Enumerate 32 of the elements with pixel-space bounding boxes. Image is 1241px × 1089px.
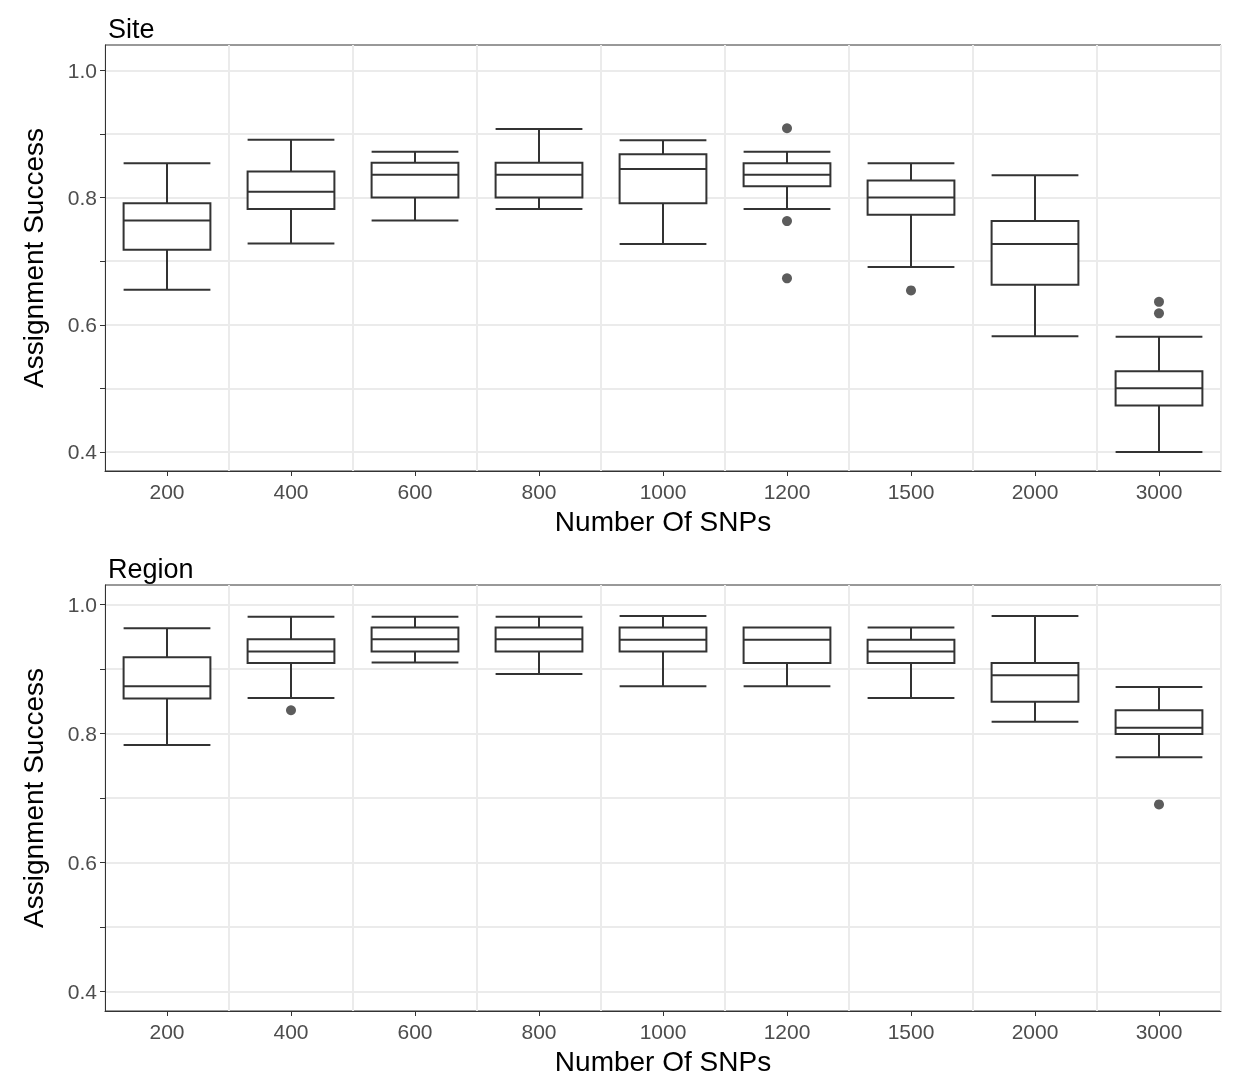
x-tick-label: 3000 [1135, 1020, 1183, 1043]
chart-title: Site [108, 13, 155, 44]
x-axis-title: Number Of SNPs [554, 1045, 772, 1077]
chart-title: Region [108, 553, 194, 584]
x-tick-label: 1000 [639, 480, 687, 503]
y-axis-title: Assignment Success [17, 128, 49, 388]
x-tick-label: 600 [397, 1020, 433, 1043]
x-tick-label: 200 [149, 1020, 185, 1043]
x-tick-label: 1200 [763, 480, 811, 503]
x-tick-label: 1000 [639, 1020, 687, 1043]
y-tick-label: 1.0 [67, 592, 97, 616]
x-axis-title: Number Of SNPs [554, 505, 772, 537]
y-tick-label: 0.4 [67, 980, 98, 1004]
x-tick-label: 1500 [887, 480, 935, 503]
x-tick-label: 200 [149, 480, 185, 503]
y-tick-label: 0.4 [67, 440, 98, 464]
x-tick-label: 2000 [1011, 1020, 1059, 1043]
y-tick-label: 0.6 [67, 851, 97, 875]
x-tick-label: 800 [521, 480, 557, 503]
x-tick-label: 400 [273, 480, 309, 503]
x-tick-label: 2000 [1011, 480, 1059, 503]
y-tick-label: 0.8 [67, 186, 97, 210]
x-tick-label: 1200 [763, 1020, 811, 1043]
y-tick-label: 1.0 [67, 58, 97, 82]
y-tick-label: 0.6 [67, 313, 97, 337]
x-tick-label: 1500 [887, 1020, 935, 1043]
x-tick-label: 800 [521, 1020, 557, 1043]
y-axis-title: Assignment Success [17, 668, 49, 928]
x-tick-label: 3000 [1135, 480, 1183, 503]
x-tick-label: 600 [397, 480, 433, 503]
x-tick-label: 400 [273, 1020, 309, 1043]
y-tick-label: 0.8 [67, 721, 97, 745]
